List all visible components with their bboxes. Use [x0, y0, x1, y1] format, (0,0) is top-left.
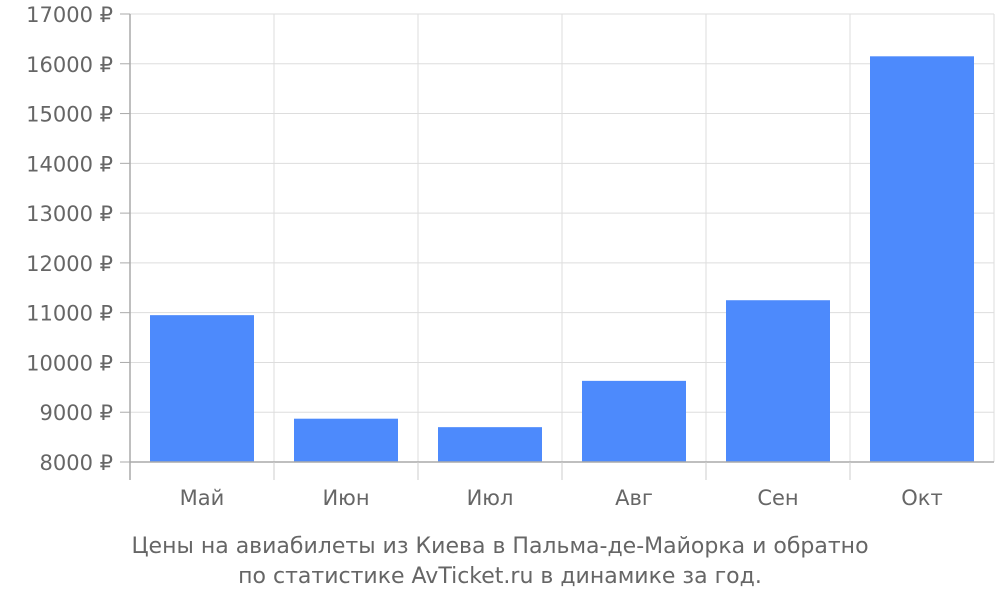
- bar-1: [150, 315, 254, 462]
- bar-3: [438, 427, 542, 462]
- x-tick-label: Июн: [322, 486, 369, 510]
- x-tick-label: Окт: [901, 486, 942, 510]
- x-tick-label: Май: [180, 486, 225, 510]
- x-tick-label: Авг: [615, 486, 653, 510]
- y-tick-label: 12000 ₽: [26, 252, 113, 276]
- y-tick-label: 17000 ₽: [26, 3, 113, 27]
- x-tick-label: Сен: [757, 486, 798, 510]
- x-tick-label: Июл: [467, 486, 514, 510]
- bar-5: [726, 300, 830, 462]
- y-tick-label: 16000 ₽: [26, 53, 113, 77]
- y-tick-labels: 8000 ₽ 9000 ₽ 10000 ₽ 11000 ₽ 12000 ₽ 13000 ₽…: [26, 3, 113, 475]
- x-tick-labels: Май Июн Июл Авг Сен Окт: [180, 486, 943, 510]
- bar-4: [582, 380, 686, 462]
- y-tick-label: 10000 ₽: [26, 351, 113, 375]
- y-tick-label: 8000 ₽: [40, 451, 113, 475]
- chart-caption-line-1: Цены на авиабилеты из Киева в Пальма-де-…: [131, 534, 869, 559]
- y-tick-label: 13000 ₽: [26, 202, 113, 226]
- bar-2: [294, 418, 398, 462]
- y-tick-label: 15000 ₽: [26, 103, 113, 127]
- bars: [150, 56, 974, 463]
- bar-chart: 8000 ₽ 9000 ₽ 10000 ₽ 11000 ₽ 12000 ₽ 13000 ₽…: [26, 3, 995, 510]
- bar-6: [870, 56, 974, 463]
- axes: [120, 13, 994, 480]
- y-tick-label: 11000 ₽: [26, 302, 113, 326]
- y-tick-label: 9000 ₽: [40, 401, 113, 425]
- chart-caption-line-2: по статистике AvTicket.ru в динамике за …: [238, 564, 762, 589]
- grid-lines: [130, 13, 995, 463]
- y-tick-label: 14000 ₽: [26, 152, 113, 176]
